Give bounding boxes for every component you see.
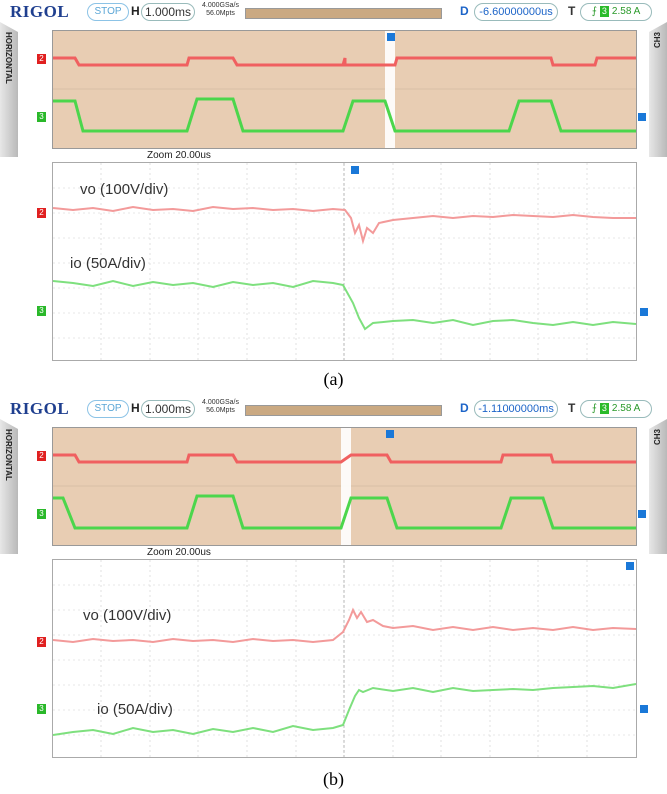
zoom-trigger-level-marker[interactable] [640, 308, 648, 316]
sample-rate: 4.000GSa/s [202, 2, 239, 9]
panel-caption: (a) [323, 369, 344, 389]
overview-trigger-marker [387, 33, 395, 41]
vo-annotation: vo (100V/div) [80, 181, 169, 198]
zoom-voltage-trace [53, 205, 636, 245]
trigger-level-marker[interactable] [638, 510, 646, 518]
overview-waveforms [53, 428, 636, 545]
zoom-window-marker [385, 31, 395, 148]
ch2-marker[interactable]: 2 [37, 451, 46, 461]
zoom-ch3-marker[interactable]: 3 [37, 704, 46, 714]
zoom-label: Zoom 20.00us [147, 150, 211, 161]
overview-trigger-marker [386, 430, 394, 438]
zoom-grid [53, 560, 636, 757]
trigger-edge-icon: ⨍ [591, 6, 597, 17]
trigger-channel: 3 [599, 403, 609, 414]
rigol-logo: RIGOL [10, 2, 70, 21]
timebase-value[interactable]: 1.000ms [141, 400, 195, 418]
horizontal-label: H [131, 401, 140, 415]
sample-info: 4.000GSa/s 56.0Mpts [198, 399, 243, 415]
memory-overview-strip [245, 8, 442, 19]
zoom-waveforms [53, 163, 636, 360]
trigger-status[interactable]: ⨍ 3 2.58 A [580, 3, 652, 21]
horizontal-side-tab[interactable]: HORIZONTAL [0, 22, 18, 157]
trigger-label: T [568, 401, 576, 415]
scope-panel-b: RIGOL STOP H 1.000ms 4.000GSa/s 56.0Mpts … [0, 397, 667, 789]
delay-value[interactable]: -1.11000000ms [474, 400, 558, 418]
ch2-marker[interactable]: 2 [37, 54, 46, 64]
zoom-current-trace [53, 683, 636, 736]
zoom-label: Zoom 20.00us [147, 547, 211, 558]
zoom-window [52, 559, 637, 758]
zoom-ch2-marker[interactable]: 2 [37, 208, 46, 218]
trigger-edge-icon: ⨍ [591, 403, 597, 414]
run-stop-button[interactable]: STOP [87, 400, 129, 418]
zoom-ch3-marker[interactable]: 3 [37, 306, 46, 316]
zoom-trigger-level-marker[interactable] [640, 705, 648, 713]
horizontal-tab-label: HORIZONTAL [4, 429, 13, 481]
zoom-window-marker [341, 428, 351, 545]
delay-label: D [460, 401, 469, 415]
rigol-logo: RIGOL [10, 399, 70, 418]
trigger-channel: 3 [599, 6, 609, 17]
trigger-label: T [568, 4, 576, 18]
scope-panel-a: RIGOL STOP H 1.000ms 4.000GSa/s 56.0Mpts … [0, 0, 667, 389]
scope-header: RIGOL STOP H 1.000ms 4.000GSa/s 56.0Mpts … [0, 397, 667, 419]
io-annotation: io (50A/div) [97, 701, 173, 718]
overview-voltage-trace [53, 453, 636, 464]
zoom-ch2-marker[interactable]: 2 [37, 637, 46, 647]
zoom-trigger-marker [626, 562, 634, 570]
horizontal-side-tab[interactable]: HORIZONTAL [0, 419, 18, 554]
ch3-tab-label: CH3 [653, 32, 662, 49]
zoom-waveforms [53, 560, 636, 757]
trigger-status[interactable]: ⨍ 3 2.58 A [580, 400, 652, 418]
delay-label: D [460, 4, 469, 18]
vo-annotation: vo (100V/div) [83, 607, 172, 624]
memory-depth: 56.0Mpts [206, 10, 235, 17]
memory-depth: 56.0Mpts [206, 407, 235, 414]
timebase-value[interactable]: 1.000ms [141, 3, 195, 21]
io-annotation: io (50A/div) [70, 255, 146, 272]
trigger-level-marker[interactable] [638, 113, 646, 121]
sample-rate: 4.000GSa/s [202, 399, 239, 406]
horizontal-tab-label: HORIZONTAL [4, 32, 13, 84]
overview-window [52, 30, 637, 149]
horizontal-label: H [131, 4, 140, 18]
trigger-level: 2.58 A [611, 403, 641, 414]
delay-value[interactable]: -6.60000000us [474, 3, 558, 21]
overview-voltage-trace [53, 56, 636, 67]
overview-window [52, 427, 637, 546]
zoom-voltage-trace [53, 607, 636, 644]
panel-caption: (b) [323, 769, 344, 789]
ch3-side-tab[interactable]: CH3 [649, 22, 667, 157]
ch3-marker[interactable]: 3 [37, 112, 46, 122]
zoom-window [52, 162, 637, 361]
memory-overview-strip [245, 405, 442, 416]
sample-info: 4.000GSa/s 56.0Mpts [198, 2, 243, 18]
overview-current-trace [53, 494, 636, 530]
zoom-current-trace [53, 279, 636, 331]
trigger-level: 2.58 A [611, 6, 641, 17]
overview-current-trace [53, 97, 636, 133]
ch3-side-tab[interactable]: CH3 [649, 419, 667, 554]
run-stop-button[interactable]: STOP [87, 3, 129, 21]
overview-waveforms [53, 31, 636, 148]
zoom-trigger-marker [351, 166, 359, 174]
ch3-tab-label: CH3 [653, 429, 662, 446]
scope-header: RIGOL STOP H 1.000ms 4.000GSa/s 56.0Mpts … [0, 0, 667, 22]
ch3-marker[interactable]: 3 [37, 509, 46, 519]
